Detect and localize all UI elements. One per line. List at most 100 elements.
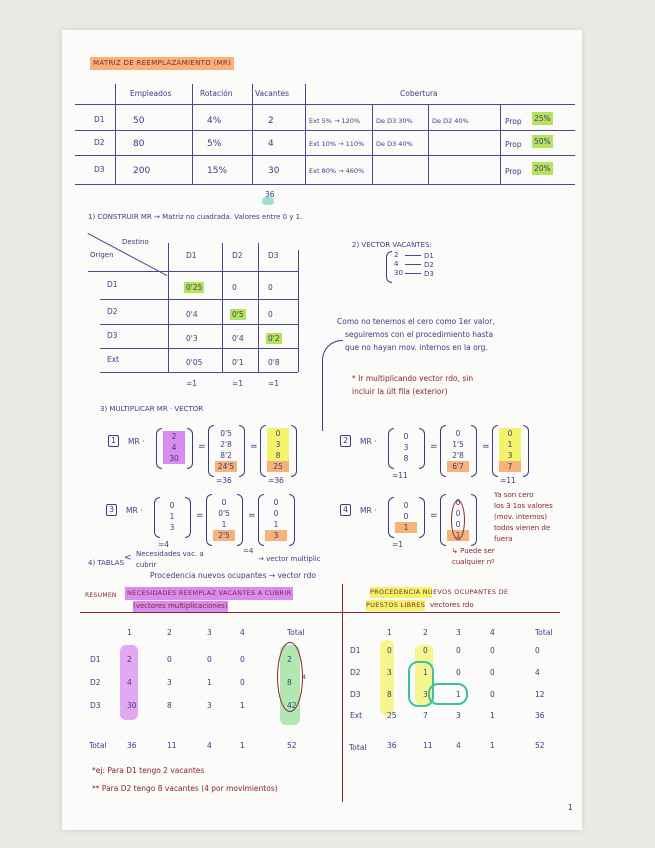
- step3-heading: 3) MULTIPLICAR MR · VECTOR: [100, 405, 204, 413]
- left-cell: 1: [240, 701, 245, 710]
- right-cell: 0: [423, 646, 428, 655]
- result-vector-value: 3: [267, 439, 289, 450]
- input-vector-paren-left: [154, 497, 160, 538]
- corner-origen: Origen: [90, 251, 114, 259]
- table-header-cobertura: Cobertura: [400, 89, 438, 98]
- cell-cobertura: Ext 10% → 110%: [309, 140, 365, 148]
- input-vector-value: 0: [169, 501, 175, 510]
- cell-prop-label: Prop: [505, 167, 522, 176]
- matrix-cell: 0'3: [186, 334, 198, 343]
- input-vector-paren-left: [388, 428, 394, 469]
- right-cell: 1: [423, 668, 428, 677]
- matrix-cell: 0'4: [186, 310, 198, 319]
- table-col-line: [372, 104, 373, 184]
- mr-operator: MR ·: [360, 506, 377, 515]
- input-vector-value: 1: [169, 512, 175, 521]
- left-col-header: 3: [207, 628, 212, 637]
- right-cell: 3: [387, 668, 392, 677]
- matrix-col-line: [222, 243, 223, 372]
- matrix-cell: 0: [232, 283, 237, 292]
- input-vector-value: 3: [403, 443, 409, 452]
- input-vector-value: 0: [403, 432, 409, 441]
- table-col-line: [252, 84, 253, 184]
- result-vector-paren-left: [492, 425, 498, 477]
- input-sum: =11: [392, 471, 408, 480]
- cell-prop-value: 25%: [532, 112, 553, 125]
- cell-prop-value: 20%: [532, 162, 553, 175]
- left-row-label: D3: [90, 701, 101, 710]
- vector-arrow: [405, 264, 421, 265]
- right-row-label: Ext: [350, 711, 363, 720]
- cell-prop-value: 50%: [532, 135, 553, 148]
- input-vector-paren-right: [187, 428, 193, 469]
- matrix-col-header: D3: [268, 251, 279, 260]
- product-vector-paren-right: [237, 494, 243, 546]
- matrix-line: [100, 324, 298, 325]
- result-vector-paren-left: [258, 494, 264, 546]
- eq4-subnote-line: cualquier nº: [452, 558, 495, 566]
- product-vector-paren-left: [208, 425, 214, 477]
- step4-item1-eq: =4: [243, 547, 254, 555]
- matrix-row-label: Ext: [107, 355, 120, 364]
- step4-label: 4) TABLAS: [88, 559, 125, 567]
- right-cell: 8: [387, 690, 392, 699]
- matrix-line: [88, 271, 298, 272]
- product-vector-value: 0: [221, 498, 227, 507]
- right-row-label: D2: [350, 668, 361, 677]
- approx-sign: ≃: [250, 442, 258, 452]
- input-sum: =4: [158, 540, 170, 549]
- left-cell: 1: [207, 678, 212, 687]
- vector-label: D3: [424, 270, 434, 278]
- product-vector-value: 6'7: [447, 461, 469, 472]
- matrix-col-line: [168, 243, 169, 372]
- left-cell: 3: [167, 678, 172, 687]
- table-col-line: [305, 84, 306, 184]
- row-label: D3: [94, 165, 105, 174]
- right-col-header: 3: [456, 628, 461, 637]
- summary-left-title: NECESIDADES REEMPLAZ VACANTES A CUBRIR: [125, 587, 294, 600]
- equals-sign: =: [430, 442, 438, 452]
- page-title: MATRIZ DE REEMPLAZAMIENTO (MR): [90, 57, 235, 70]
- input-vector-value: 4: [163, 442, 185, 453]
- summary-right-title-2: PUESTOS LIBRES: [366, 600, 426, 611]
- left-cell: 42: [287, 701, 297, 710]
- cell-empleados: 50: [133, 116, 145, 126]
- matrix-col-line: [258, 243, 259, 372]
- cell-vacantes: 30: [268, 166, 280, 176]
- cell-cobertura: De D3 40%: [376, 140, 413, 148]
- right-cell: 36: [535, 711, 545, 720]
- cell-rotacion: 15%: [207, 166, 228, 176]
- summary-vertical-divider: [342, 584, 343, 802]
- right-cell: 0: [387, 646, 392, 655]
- matrix-line: [100, 348, 298, 349]
- right-cell: 0: [490, 646, 495, 655]
- teal-mark: [262, 197, 274, 205]
- right-row-label: D3: [350, 690, 361, 699]
- table-line: [75, 155, 575, 156]
- eq4-note-line: Ya son cero: [494, 491, 534, 499]
- note-line: Como no tenemos el cero como 1er valor,: [337, 317, 495, 326]
- right-cell: 0: [456, 668, 461, 677]
- row-label: D2: [94, 138, 105, 147]
- matrix-col-sum: =1: [186, 379, 198, 388]
- result-vector-value: 0: [499, 428, 521, 439]
- left-total-cell: 36: [127, 741, 137, 750]
- equation-number-box: 3: [106, 504, 117, 516]
- right-cell: 1: [490, 711, 495, 720]
- product-vector-value: 2'8: [452, 451, 464, 460]
- equals-sign: =: [198, 442, 206, 452]
- left-total-cell: 11: [167, 741, 177, 750]
- eq4-note-line: fuera: [494, 535, 513, 543]
- result-vector-value: 0: [273, 509, 279, 518]
- result-vector-value: 1: [273, 520, 279, 529]
- table-col-line: [500, 104, 501, 184]
- summary-left-subtitle: (vectores multiplicaciones): [133, 601, 228, 612]
- product-vector-value: 8'2: [220, 451, 232, 460]
- matrix-col-line: [298, 250, 299, 372]
- input-vector-paren-right: [419, 497, 425, 538]
- product-vector-value: 2'5: [213, 530, 235, 541]
- footnote: *ej: Para D1 tengo 2 vacantes: [92, 766, 205, 775]
- product-vector-paren-right: [239, 425, 245, 477]
- left-cell: 0: [240, 678, 245, 687]
- note-line: seguiremos con el procedimiento hasta: [345, 330, 494, 339]
